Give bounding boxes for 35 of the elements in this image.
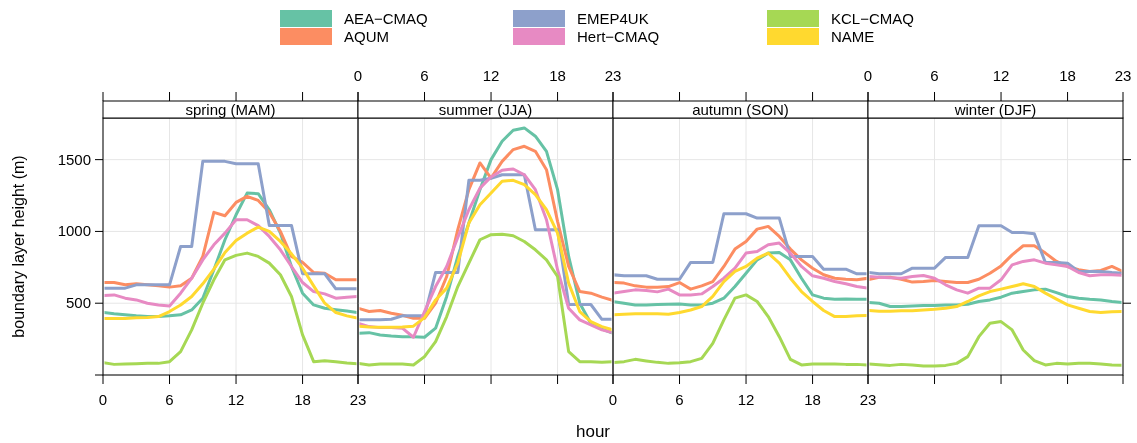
x-tick-label: 6	[420, 67, 429, 84]
x-tick-label: 18	[549, 67, 566, 84]
x-tick-label: 12	[482, 67, 500, 84]
legend-label: NAME	[831, 28, 875, 45]
y-axis-title: boundary layer height (m)	[10, 155, 27, 338]
x-tick-label: 6	[165, 391, 174, 408]
legend-label: EMEP4UK	[577, 10, 649, 27]
y-tick-label: 1500	[57, 150, 91, 168]
x-tick-label: 12	[227, 391, 245, 408]
x-tick-label: 18	[1059, 67, 1076, 84]
x-tick-label: 18	[294, 391, 311, 408]
x-tick-label: 0	[608, 391, 618, 408]
chart-title: summer (JJA)	[438, 101, 533, 118]
x-tick-label: 23	[349, 391, 367, 408]
x-axis-title: hour	[575, 422, 611, 441]
x-tick-label: 23	[859, 391, 877, 408]
chart-title: winter (DJF)	[953, 101, 1037, 118]
x-tick-label: 0	[353, 67, 363, 84]
chart-title: spring (MAM)	[185, 101, 276, 118]
x-tick-label: 6	[930, 67, 939, 84]
x-tick-label: 23	[604, 67, 622, 84]
legend-label: AEA−CMAQ	[344, 10, 428, 27]
legend-label: KCL−CMAQ	[831, 10, 914, 27]
x-tick-label: 0	[863, 67, 873, 84]
chart-title: autumn (SON)	[692, 101, 789, 118]
x-tick-label: 0	[98, 391, 108, 408]
y-tick-label: 1000	[57, 222, 91, 240]
legend-label: AQUM	[344, 28, 389, 45]
legend-label: Hert−CMAQ	[577, 28, 660, 45]
x-tick-label: 18	[804, 391, 821, 408]
x-tick-label: 6	[675, 391, 684, 408]
x-tick-label: 12	[737, 391, 755, 408]
y-tick-label: 500	[65, 294, 91, 312]
x-tick-label: 23	[1114, 67, 1132, 84]
x-tick-label: 12	[992, 67, 1010, 84]
